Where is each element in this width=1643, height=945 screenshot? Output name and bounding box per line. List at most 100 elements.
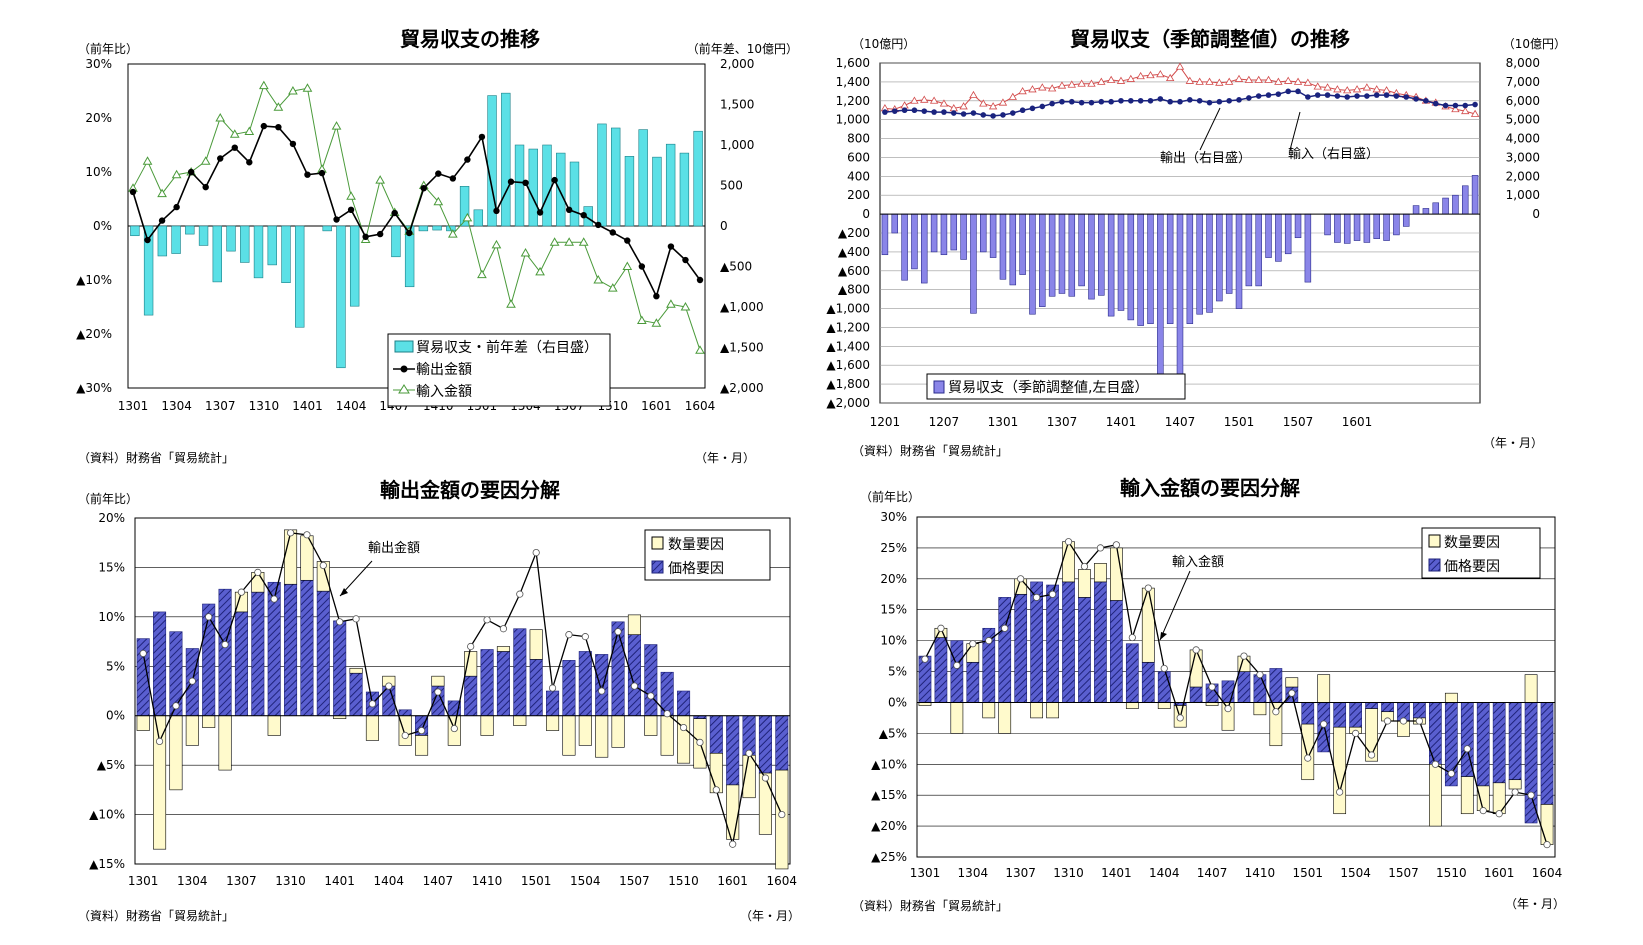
chart2-exports-point	[1009, 110, 1016, 116]
chart4-total-point	[1479, 807, 1487, 815]
chart2-imports-point	[1018, 87, 1027, 95]
chart2-exports-point	[1226, 97, 1232, 104]
chart1-exports-point	[246, 159, 253, 166]
chart2-balance-bar	[1284, 213, 1292, 255]
chart1-right-tick: 0	[720, 219, 728, 233]
chart3-price-bar	[333, 620, 347, 717]
chart3-total-point	[221, 640, 229, 649]
chart1-right-tick: ▲500	[720, 260, 752, 274]
chart3-price-bar	[578, 651, 592, 717]
chart3-x-tick: 1410	[472, 874, 503, 888]
chart1-left-tick: ▲10%	[76, 273, 112, 287]
chart4-total-point	[1367, 751, 1376, 759]
chart1-balance-bar	[569, 161, 580, 227]
chart4-left-tick: 20%	[880, 572, 907, 586]
chart3-x-tick: 1510	[668, 874, 699, 888]
chart4-annotation: 輸入金額	[1159, 554, 1224, 641]
chart2-exports-point	[1383, 92, 1390, 98]
chart1-balance-bar	[404, 225, 415, 288]
chart3-legend: 数量要因 価格要因	[644, 529, 771, 581]
chart3-x-tick: 1404	[374, 874, 405, 888]
chart3-x-tick: 1301	[128, 874, 159, 888]
chart1-imports-point	[593, 274, 604, 284]
chart1-imports-point	[477, 269, 487, 279]
chart2-exports-point	[950, 110, 957, 116]
chart4-total-point	[1240, 652, 1248, 660]
chart2-balance-bar	[1206, 213, 1213, 313]
chart2-balance-bar	[1196, 213, 1203, 315]
chart1-exports-point	[682, 256, 689, 264]
chart2-exports-point	[1088, 99, 1095, 106]
chart2-exports-point	[1275, 91, 1282, 97]
chart3-left-unit: （前年比）	[78, 491, 138, 506]
chart1-balance-bar	[295, 225, 305, 328]
chart2-imports-point	[1087, 79, 1096, 87]
chart3-total-point	[417, 726, 426, 735]
chart2-imports-point	[1126, 74, 1136, 82]
chart3-total-point	[499, 625, 508, 633]
chart1-balance-bar	[267, 225, 277, 266]
chart2-imports-point	[1136, 71, 1145, 80]
chart3-total-point	[352, 615, 360, 623]
chart1-exports-point	[464, 156, 471, 163]
chart2-exports-point	[1393, 93, 1400, 99]
chart4-total-point	[1256, 671, 1264, 679]
chart2-imports-point	[1097, 77, 1106, 85]
chart1-x-tick: 1310	[249, 399, 280, 413]
chart2-exports-point	[1206, 99, 1213, 106]
chart2-exports-point	[1049, 100, 1055, 107]
chart3-total-point	[614, 628, 622, 636]
chart1-exports-point	[318, 169, 326, 177]
chart2-x-unit: （年・月）	[1483, 436, 1543, 450]
chart3-left-tick: 0%	[106, 709, 125, 723]
chart4-qty-bar	[1110, 547, 1123, 601]
chart4-price-bar	[934, 637, 948, 703]
chart2-imports-point	[1116, 76, 1126, 84]
chart3-total-point	[385, 682, 393, 690]
chart4-x-tick: 1601	[1484, 866, 1515, 880]
chart3-source: （資料）財務省「貿易統計」	[78, 908, 234, 923]
chart2-left-tick: 600	[847, 150, 870, 164]
chart2-exports-point	[1265, 92, 1272, 98]
chart1-balance-bar	[542, 144, 552, 227]
chart4-total-point	[985, 637, 993, 645]
chart1-exports-point	[275, 123, 282, 131]
chart3-qty-bar	[644, 715, 658, 736]
chart1-imports-point	[171, 169, 182, 179]
chart2-exports-point	[1334, 93, 1341, 99]
chart4-price-bar	[1508, 702, 1522, 781]
chart3-qty-bar	[153, 715, 167, 850]
chart2-exports-point	[941, 109, 947, 115]
chart4-qty-bar	[1046, 702, 1059, 719]
chart-trade-balance: 貿易収支の推移 （前年比） （前年差、10億円） （資料）財務省「貿易統計」 （…	[76, 27, 798, 465]
chart3-price-bar	[234, 611, 248, 717]
chart3-x-tick: 1504	[570, 874, 601, 888]
chart4-price-bar	[1141, 661, 1155, 703]
chart2-exports-point	[1157, 96, 1164, 102]
chart2-balance-bar	[1275, 213, 1282, 262]
chart4-total-point	[1112, 541, 1120, 549]
chart4-total-point	[1064, 538, 1073, 546]
chart2-imports-point	[1205, 77, 1214, 85]
chart1-exports-point	[202, 183, 209, 191]
chart2-balance-bar	[1117, 213, 1125, 311]
chart1-exports-point	[406, 229, 413, 237]
chart4-legend: 数量要因 価格要因	[1421, 527, 1541, 579]
chart2-imports-point	[969, 90, 978, 99]
chart1-balance-bar	[171, 225, 181, 254]
chart1-imports-point	[273, 102, 284, 111]
chart3-x-tick: 1401	[324, 874, 355, 888]
chart2-imports-point	[1313, 82, 1322, 90]
chart1-exports-point	[595, 221, 602, 229]
chart1-balance-bar	[556, 152, 566, 227]
chart1-title: 貿易収支の推移	[400, 27, 540, 51]
chart2-imports-point	[959, 102, 968, 110]
chart1-imports-point	[520, 247, 531, 257]
chart2-x-tick: 1601	[1342, 415, 1373, 429]
chart3-price-bar	[202, 603, 216, 717]
chart4-price-bar	[1014, 593, 1028, 703]
chart4-x-tick: 1307	[1005, 866, 1036, 880]
chart2-balance-bar	[1343, 213, 1351, 244]
chart1-imports-point	[506, 299, 516, 308]
chart3-x-tick: 1501	[521, 874, 552, 888]
